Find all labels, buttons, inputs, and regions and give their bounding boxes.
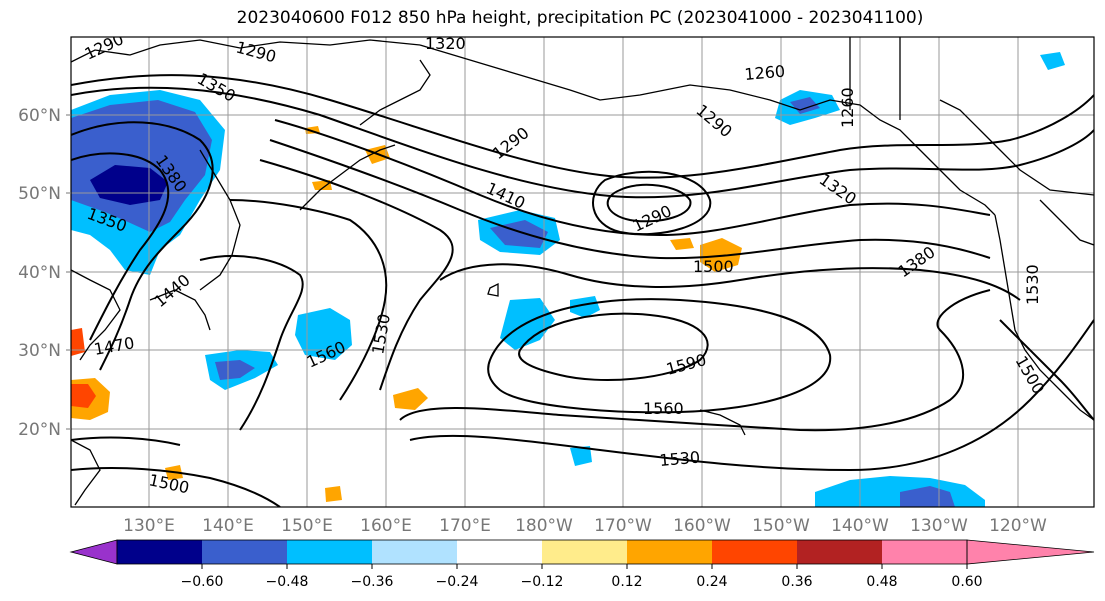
longitude-label: 140°E [202,516,254,536]
longitude-axis: 130°E 140°E 150°E 160°E 170°E 180°W 170°… [123,516,1047,536]
longitude-label: 180°W [515,516,573,536]
contour-label: 1290 [82,29,127,63]
latitude-label: 20°N [18,420,61,440]
contour-label: 1290 [692,101,735,142]
colorbar-tick-label: −0.36 [351,574,394,590]
longitude-label: 120°W [989,516,1047,536]
contour-label: 1320 [425,34,466,53]
contour-label: 1560 [643,399,684,418]
colorbar-high-extension [966,539,1095,565]
colorbar-tick-label: 0.12 [611,574,642,590]
longitude-label: 150°E [281,516,333,536]
height-contours [71,74,1094,507]
precip-shading [71,52,1065,507]
colorbar-segment [202,540,287,564]
colorbar-segment [797,540,882,564]
contour-label: 1350 [194,69,239,106]
colorbar-segment [372,540,457,564]
colorbar-tick-label: 0.48 [866,574,897,590]
colorbar-segment [627,540,712,564]
latitude-label: 30°N [18,341,61,361]
colorbar-tick-label: −0.60 [181,574,224,590]
map-field: 1290 1290 1320 1260 1350 1290 1290 1260 … [71,29,1094,507]
colorbar-tick-label: 0.24 [696,574,727,590]
map-title: 2023040600 F012 850 hPa height, precipit… [236,8,924,28]
longitude-label: 150°W [752,516,810,536]
contour-label: 1410 [483,178,528,212]
contour-label: 1380 [894,242,938,281]
contour-label: 1530 [368,312,394,355]
colorbar-tick-label: −0.24 [436,574,479,590]
colorbar-tick-label: 0.36 [781,574,812,590]
contour-label: 1290 [630,201,675,235]
latitude-label: 60°N [18,106,61,126]
contour-label: 1260 [838,87,857,128]
colorbar-tick-label: −0.12 [521,574,564,590]
colorbar-segment [882,540,967,564]
longitude-label: 130°E [123,516,175,536]
colorbar-segment [117,540,202,564]
longitude-label: 160°E [360,516,412,536]
contour-label: 1290 [234,38,278,67]
contour-label: 1440 [150,270,193,311]
contour-label: 1530 [659,448,701,470]
colorbar-tick-label: 0.60 [951,574,982,590]
colorbar-low-extension [69,539,118,565]
colorbar-segment [712,540,797,564]
colorbar-segment [287,540,372,564]
contour-label: 1500 [693,257,734,276]
latitude-axis: 60°N 50°N 40°N 30°N 20°N [18,106,71,440]
longitude-label: 160°W [673,516,731,536]
longitude-label: 140°W [831,516,889,536]
longitude-label: 170°W [594,516,652,536]
contour-label: 1260 [744,62,786,84]
coastlines [71,37,1094,506]
colorbar-segment [457,540,542,564]
latitude-label: 40°N [18,263,61,283]
longitude-label: 130°W [910,516,968,536]
contour-label: 1470 [92,333,135,359]
colorbar: −0.60 −0.48 −0.36 −0.24 −0.12 0.12 0.24 … [69,539,1095,590]
contour-label: 1320 [816,170,860,209]
contour-label: 1500 [1012,353,1049,398]
latitude-label: 50°N [18,184,61,204]
colorbar-segment [542,540,627,564]
contour-label: 1530 [1023,264,1042,305]
longitude-label: 170°E [439,516,491,536]
colorbar-tick-label: −0.48 [266,574,309,590]
